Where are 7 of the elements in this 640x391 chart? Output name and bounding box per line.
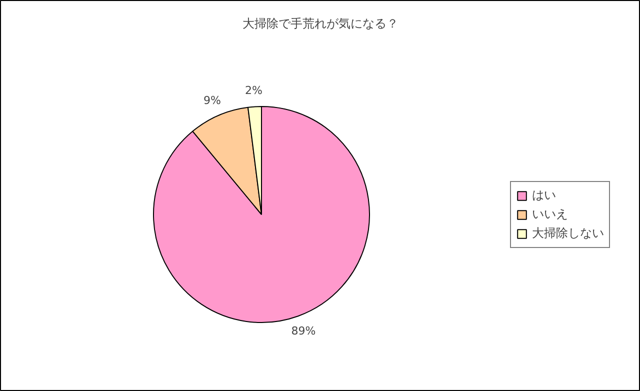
data-label: 2% [244, 84, 262, 98]
data-label: 9% [204, 94, 221, 108]
legend-label: いいえ [532, 206, 568, 223]
legend-label: 大掃除しない [532, 225, 604, 242]
legend-label: はい [532, 187, 556, 204]
data-label: 89% [291, 324, 316, 338]
chart-title: 大掃除で手荒れが気になる？ [242, 16, 398, 30]
